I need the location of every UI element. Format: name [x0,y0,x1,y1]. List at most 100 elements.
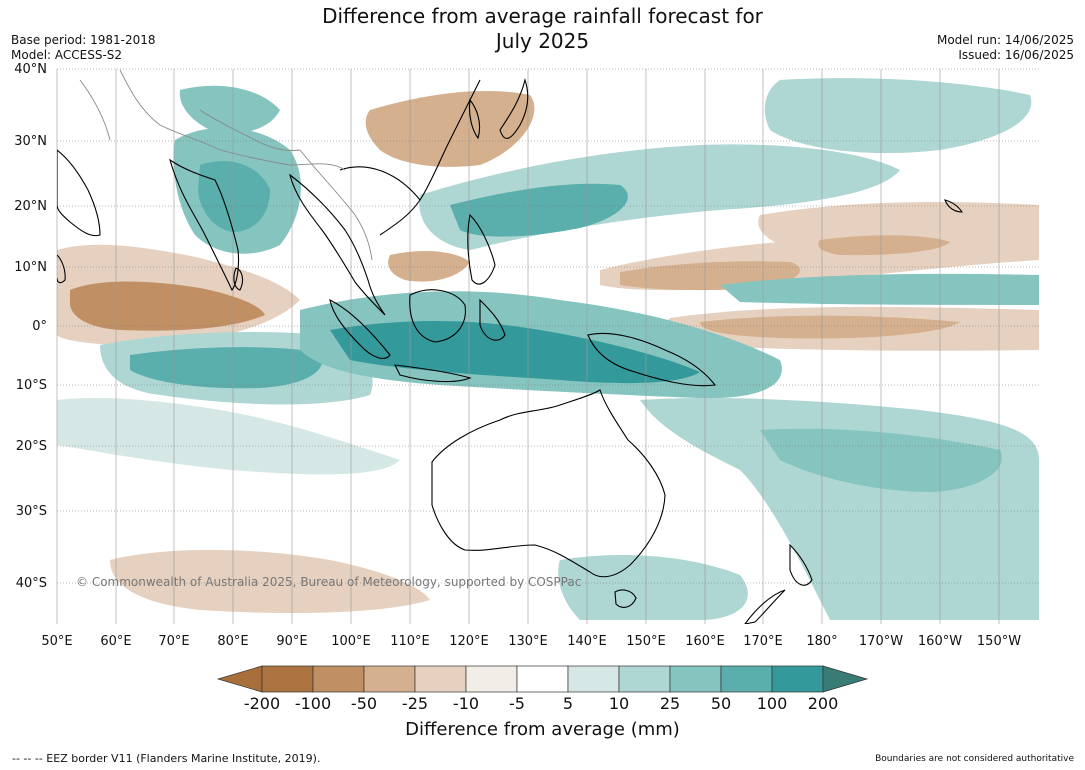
coastline-india [169,158,240,292]
dry-core-indian-ocean [70,281,265,331]
lon-label: 90°E [276,634,307,649]
coastline-sulawesi [479,298,506,341]
coastline-sumatra [329,299,391,359]
wet-band-south-tasman [558,555,748,620]
colorbar-tick-label: -25 [402,694,428,713]
lat-label: 30°S [16,504,47,519]
coastline-japan [499,78,529,139]
coastline-philippines [467,213,496,285]
lat-label: 10°S [16,378,47,393]
model-run-date: Model run: 14/06/2025 [936,33,1074,47]
colorbar-segment [465,665,518,693]
coastline-korea [468,98,481,140]
coastline-new-guinea [587,332,717,387]
wet-core-western-pacific [450,183,628,237]
issued-date: Issued: 16/06/2025 [958,48,1074,62]
latitude-labels: 40°N 30°N 20°N 10°N 0° 10°S 20°S 30°S 40… [14,62,47,591]
boundary-disclaimer: Boundaries are not considered authoritat… [875,754,1074,764]
colorbar-segment [516,665,569,693]
colorbar-tick-label: 200 [808,694,839,713]
coastline-arabia [57,149,101,237]
wet-core-indian-ocean-south [130,347,323,389]
lon-label: 150°W [977,634,1021,649]
colorbar-segment [363,665,416,693]
lon-label: 160°E [685,634,725,649]
colorbar-extend-low [216,665,263,693]
meridians [56,69,1000,624]
colorbar-tick-label: 5 [563,694,573,713]
coastline-hawaii [944,199,964,213]
colorbar-tick-label: 10 [609,694,629,713]
dry-patch-south-china-sea [388,250,470,282]
model-name: Model: ACCESS-S2 [11,48,123,62]
coastline-new-zealand [744,543,813,624]
wet-band-himalaya [179,85,280,134]
country-borders [79,69,373,261]
lat-label: 10°N [14,260,47,275]
coastline-sri-lanka [233,267,244,291]
map-title: Difference from average rainfall forecas… [0,4,1085,54]
colorbar-segment [414,665,467,693]
copyright-notice: © Commonwealth of Australia 2025, Bureau… [76,575,581,589]
colorbar-segment [312,665,365,693]
colorbar-segment [618,665,671,693]
lon-label: 100°E [331,634,371,649]
dry-band-southern-ocean [110,549,430,613]
coastline-china [339,79,481,236]
lat-label: 20°S [16,439,47,454]
forecast-info-left: Base period: 1981-2018 Model: ACCESS-S2 [11,33,156,63]
lat-label: 40°S [16,576,47,591]
lon-label: 170°W [859,634,903,649]
colorbar-title: Difference from average (mm) [405,719,680,740]
lon-label: 70°E [158,634,189,649]
title-line-1: Difference from average rainfall forecas… [322,4,763,28]
lon-label: 50°E [41,634,72,649]
lat-label: 0° [32,319,47,334]
coastline-java [394,364,472,383]
lon-label: 160°W [918,634,962,649]
colorbar-tick-label: 25 [660,694,680,713]
lon-label: 170°E [743,634,783,649]
wet-band-north-pacific [764,78,1032,154]
forecast-info-right: Model run: 14/06/2025 Issued: 16/06/2025 [937,33,1074,63]
lon-label: 120°E [449,634,489,649]
lon-label: 150°E [626,634,666,649]
colorbar: -200 -100 -50 -25 -10 -5 5 10 25 50 100 200 [216,665,869,713]
lon-label: 80°E [217,634,248,649]
colorbar-segment [261,665,314,693]
wet-band-south-indian-ocean [57,398,400,475]
colorbar-tick-label: 50 [711,694,731,713]
wet-band-equatorial-east-pacific [720,273,1039,305]
colorbar-tick-label: -100 [295,694,331,713]
colorbar-tick-label: -200 [244,694,280,713]
lon-label: 180° [806,634,837,649]
lat-label: 30°N [14,134,47,149]
title-line-2: July 2025 [495,29,590,53]
wet-core-bay-of-bengal [198,161,270,232]
colorbar-segment [669,665,722,693]
dry-core-north-pacific [818,235,950,256]
base-period: Base period: 1981-2018 [11,33,156,47]
dry-core-equatorial-pacific [700,315,960,339]
coastline-borneo [409,289,466,343]
coastline-tasmania [614,589,637,608]
colorbar-tick-label: -5 [509,694,525,713]
coastline-africa-horn [57,254,66,284]
lat-label: 40°N [14,62,47,77]
colorbar-segment [720,665,773,693]
colorbar-tick-label: -10 [453,694,479,713]
lat-label: 20°N [14,199,47,214]
colorbar-extend-high [822,665,869,693]
colorbar-segment [567,665,620,693]
coastline-australia [431,389,666,578]
coastlines [57,78,964,624]
longitude-labels: 50°E 60°E 70°E 80°E 90°E 100°E 110°E 120… [41,634,1021,649]
lon-label: 110°E [390,634,430,649]
dry-band-east-asia [365,90,535,167]
lon-label: 140°E [567,634,607,649]
dry-band-north-pacific [758,202,1039,245]
coastline-southeast-asia [289,173,386,316]
colorbar-tick-label: 100 [757,694,788,713]
lon-label: 60°E [100,634,131,649]
